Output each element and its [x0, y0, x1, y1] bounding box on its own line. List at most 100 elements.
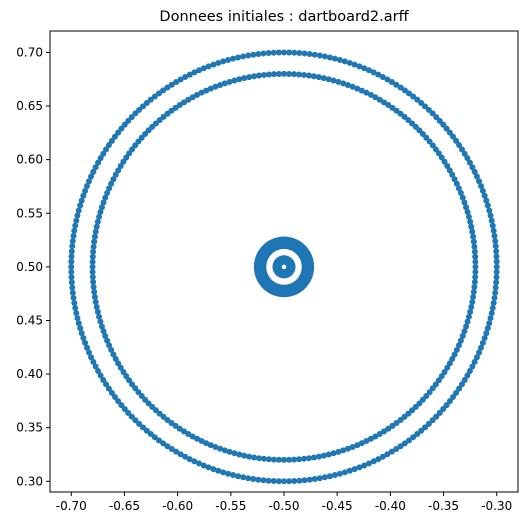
data-point [429, 417, 436, 424]
data-point [491, 232, 498, 239]
data-point [115, 167, 122, 174]
data-point [189, 433, 196, 440]
data-point [471, 243, 478, 250]
data-point [212, 444, 219, 451]
data-point [77, 202, 84, 209]
data-point [486, 207, 493, 214]
data-point [470, 238, 477, 245]
data-point [306, 476, 313, 483]
data-point [286, 70, 293, 77]
y-tick-label: 0.65 [16, 99, 43, 113]
data-point [401, 440, 408, 447]
data-point [125, 117, 132, 124]
data-point [471, 168, 478, 175]
data-point [155, 90, 162, 97]
data-point [90, 168, 97, 175]
data-point [425, 106, 432, 113]
data-point [363, 89, 370, 96]
data-point [457, 337, 464, 344]
data-point [365, 460, 372, 467]
data-point [106, 185, 113, 192]
data-point [251, 73, 258, 80]
data-point [349, 83, 356, 90]
data-point [418, 427, 425, 434]
data-point [89, 263, 96, 270]
data-point [310, 454, 317, 461]
data-point [112, 171, 119, 178]
data-point [479, 187, 486, 194]
data-point [388, 448, 395, 455]
data-point [100, 328, 107, 335]
data-point [301, 455, 308, 462]
data-point [473, 354, 480, 361]
data-point [196, 67, 203, 74]
data-point [464, 155, 471, 162]
data-point [291, 71, 298, 78]
data-point [281, 478, 287, 485]
data-point [493, 274, 500, 281]
data-point [250, 476, 257, 483]
x-tick-label: -0.35 [428, 499, 459, 513]
data-point [71, 227, 78, 234]
data-point [436, 409, 443, 416]
data-point [469, 299, 476, 306]
data-point [92, 228, 99, 235]
data-point [69, 289, 76, 296]
data-point [90, 284, 97, 291]
data-point [361, 65, 368, 72]
data-point [301, 477, 308, 484]
data-point [443, 125, 450, 132]
data-point [459, 194, 466, 201]
data-point [112, 355, 119, 362]
data-point [361, 462, 368, 469]
data-point [418, 99, 425, 106]
data-point [132, 110, 139, 117]
data-point [451, 176, 458, 183]
data-point [105, 142, 112, 149]
y-tick-label: 0.60 [16, 153, 43, 167]
data-point [241, 452, 248, 459]
data-point [128, 413, 135, 420]
data-point [108, 180, 115, 187]
data-point [393, 81, 400, 88]
data-point [198, 438, 205, 445]
data-point [236, 76, 243, 83]
data-point [194, 435, 201, 442]
data-point [286, 478, 293, 485]
data-point [341, 58, 348, 65]
data-point [450, 133, 457, 140]
data-point [110, 351, 117, 358]
axis-ticks: -0.70 -0.65 -0.60 -0.55 -0.50 -0.45 -0.40 -0.35… [16, 45, 512, 513]
data-point [97, 209, 104, 216]
data-point [68, 263, 75, 270]
data-point [479, 339, 486, 346]
data-point [384, 76, 391, 83]
data-point [470, 294, 477, 301]
data-point [240, 53, 247, 60]
data-point [115, 398, 122, 405]
data-point [358, 440, 365, 447]
data-point [230, 55, 237, 62]
data-point [375, 71, 382, 78]
data-point [241, 75, 248, 82]
data-point [90, 243, 97, 250]
data-point [453, 389, 460, 396]
data-point [265, 477, 272, 484]
data-point [472, 258, 479, 265]
data-point [469, 228, 476, 235]
y-tick-label: 0.55 [16, 206, 43, 220]
y-tick-label: 0.35 [16, 421, 43, 435]
data-point [375, 456, 382, 463]
data-point [143, 427, 150, 434]
data-point [449, 171, 456, 178]
data-point [231, 77, 238, 84]
data-point [301, 71, 308, 78]
data-point [354, 442, 361, 449]
data-point [89, 268, 96, 275]
data-point [90, 248, 97, 255]
y-tick-label: 0.30 [16, 474, 43, 488]
data-point [469, 363, 476, 370]
data-point [443, 402, 450, 409]
data-point [291, 456, 298, 463]
data-point [481, 192, 488, 199]
